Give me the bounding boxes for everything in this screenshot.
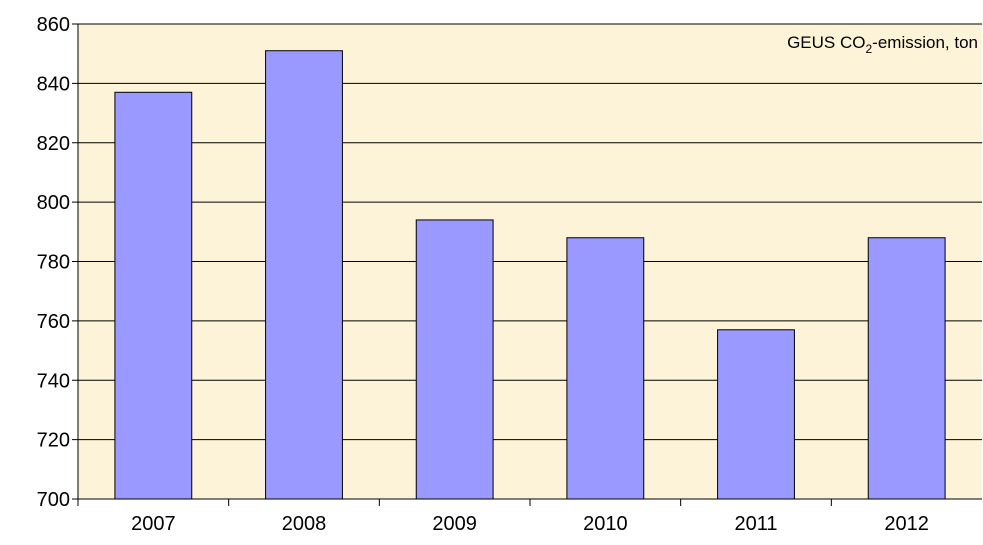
annotation-subscript: 2 (865, 42, 872, 56)
x-tick-label: 2011 (734, 513, 777, 535)
annotation-text: -emission, ton (872, 33, 978, 52)
annotation: GEUS CO2-emission, ton (787, 33, 978, 56)
y-tick-label: 720 (37, 430, 70, 452)
x-tick-label: 2009 (432, 513, 477, 535)
x-tick-label: 2008 (282, 513, 327, 535)
y-tick-label: 860 (37, 14, 70, 36)
x-tick-label: 2007 (131, 513, 176, 535)
y-tick-label: 740 (37, 370, 70, 392)
y-tick-label: 820 (37, 133, 70, 155)
x-tick-label: 2010 (583, 513, 628, 535)
bar (566, 237, 645, 500)
bar (265, 50, 343, 500)
bar (415, 219, 494, 500)
y-tick-label: 800 (37, 192, 70, 214)
y-tick-label: 700 (37, 489, 70, 511)
x-tick-label: 2012 (884, 513, 929, 535)
annotation-text: GEUS CO (787, 33, 865, 52)
y-tick-label: 780 (37, 252, 70, 274)
bar (114, 91, 193, 500)
y-tick-label: 760 (37, 311, 70, 333)
bar (867, 237, 946, 500)
bar (717, 329, 795, 500)
y-tick-label: 840 (37, 73, 70, 95)
